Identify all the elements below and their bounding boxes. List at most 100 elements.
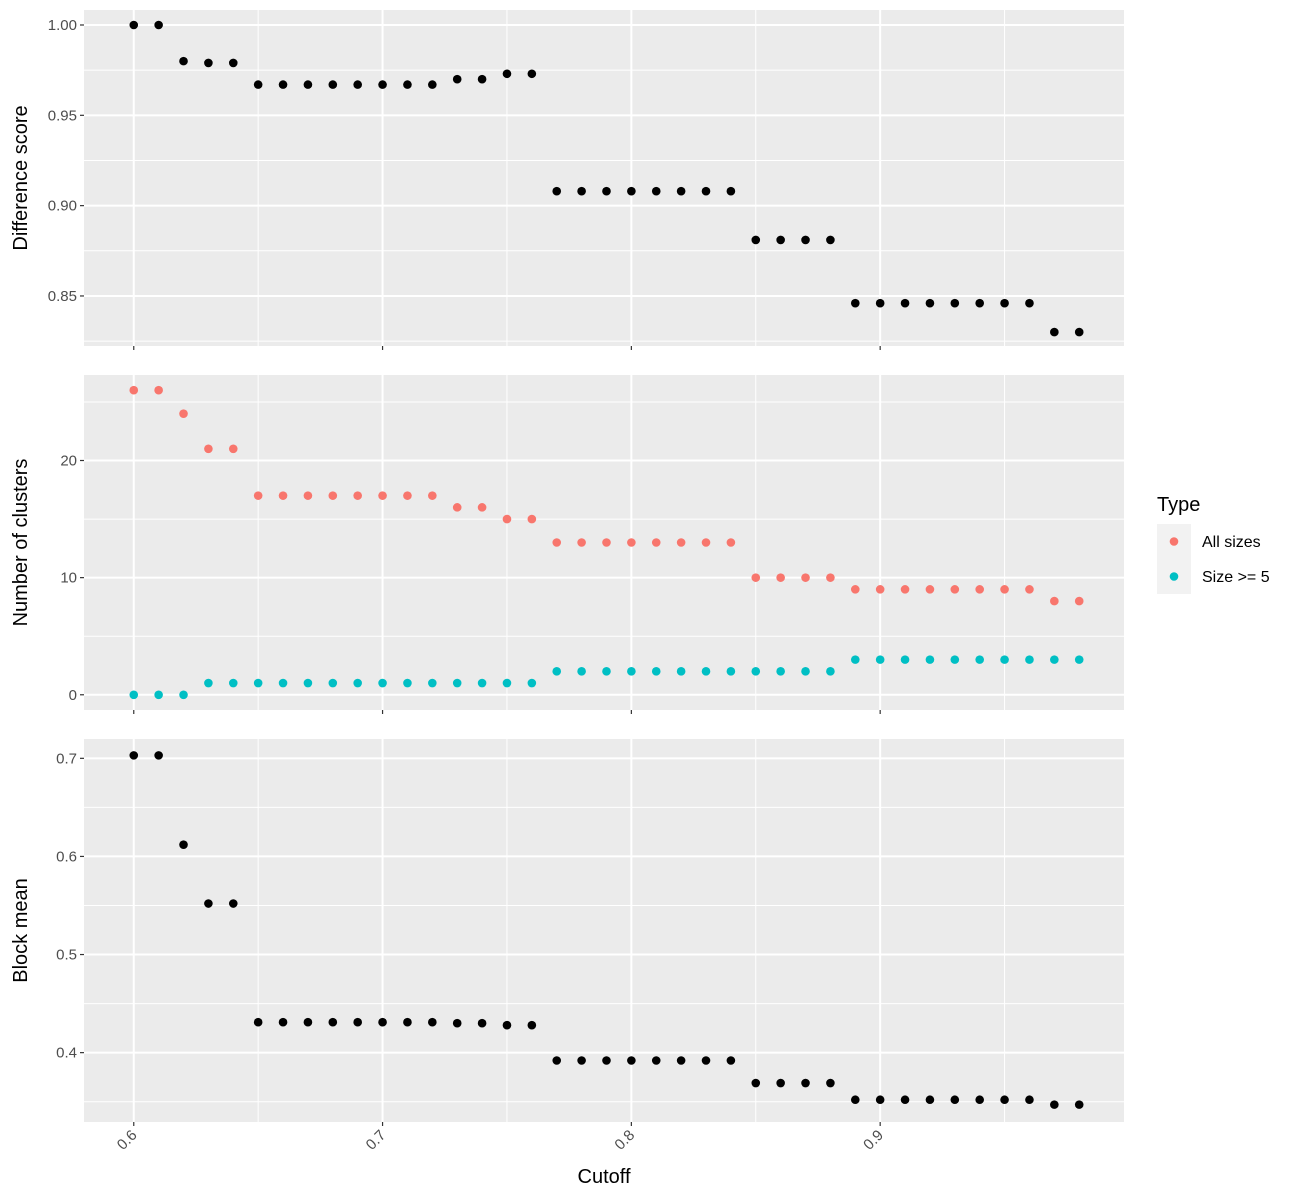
data-point bbox=[129, 690, 139, 700]
data-point bbox=[602, 186, 611, 196]
data-point bbox=[975, 585, 984, 594]
data-point bbox=[1050, 655, 1059, 664]
data-point bbox=[154, 690, 163, 700]
y-tick-label: 0.7 bbox=[56, 750, 77, 767]
data-point bbox=[676, 667, 686, 676]
data-point bbox=[303, 678, 313, 688]
data-point bbox=[179, 409, 188, 418]
data-point bbox=[1000, 655, 1009, 664]
legend-marker bbox=[1169, 572, 1179, 581]
data-point bbox=[627, 667, 636, 676]
data-point bbox=[353, 1017, 362, 1027]
data-point bbox=[801, 667, 810, 676]
data-point bbox=[701, 538, 711, 547]
data-point bbox=[676, 1056, 686, 1065]
legend-marker bbox=[1169, 537, 1179, 546]
y-tick-label: 0.90 bbox=[48, 198, 77, 215]
x-tick-label: 0.6 bbox=[114, 1127, 141, 1154]
data-point bbox=[1000, 585, 1009, 594]
data-point bbox=[726, 667, 736, 676]
data-point bbox=[850, 298, 860, 308]
data-point bbox=[378, 1017, 387, 1027]
data-point bbox=[403, 80, 412, 89]
data-point bbox=[726, 1056, 736, 1065]
data-point bbox=[1025, 298, 1034, 308]
data-point bbox=[552, 538, 562, 547]
data-point bbox=[975, 298, 984, 308]
data-point bbox=[627, 186, 636, 196]
data-point bbox=[875, 298, 885, 308]
data-point bbox=[776, 667, 785, 676]
data-point bbox=[179, 840, 188, 849]
y-axis-title: Block mean bbox=[10, 878, 32, 983]
data-point bbox=[925, 655, 935, 664]
data-point bbox=[701, 667, 711, 676]
data-point bbox=[403, 678, 412, 688]
data-point bbox=[1000, 298, 1009, 308]
y-tick-label: 0 bbox=[69, 687, 77, 704]
data-point bbox=[502, 69, 512, 79]
data-point bbox=[403, 1017, 412, 1027]
data-point bbox=[577, 186, 586, 196]
panel-1: 0.85 0.90 0.95 1.00 Difference score bbox=[10, 10, 1124, 350]
data-point bbox=[776, 235, 785, 245]
data-point bbox=[1074, 327, 1084, 337]
data-point bbox=[850, 585, 860, 594]
y-tick-label: 0.85 bbox=[48, 288, 77, 305]
data-point bbox=[577, 1056, 586, 1065]
data-point bbox=[602, 1056, 611, 1065]
data-point bbox=[676, 186, 686, 196]
data-point bbox=[776, 1078, 785, 1088]
data-point bbox=[950, 1095, 960, 1105]
data-point bbox=[801, 573, 810, 582]
data-point bbox=[477, 503, 487, 512]
legend-label: All sizes bbox=[1202, 534, 1261, 551]
data-point bbox=[1074, 596, 1084, 606]
data-point bbox=[452, 503, 462, 512]
data-point bbox=[701, 1056, 711, 1065]
data-point bbox=[228, 678, 238, 688]
legend-title: Type bbox=[1157, 494, 1200, 516]
data-point bbox=[552, 186, 562, 196]
y-tick-label: 0.6 bbox=[56, 848, 77, 865]
data-point bbox=[278, 678, 288, 688]
data-point bbox=[253, 491, 263, 500]
data-point bbox=[228, 58, 238, 68]
data-point bbox=[477, 1018, 487, 1028]
data-point bbox=[651, 538, 661, 547]
data-point bbox=[651, 186, 661, 196]
data-point bbox=[726, 538, 736, 547]
data-point bbox=[875, 1095, 885, 1105]
data-point bbox=[900, 655, 910, 664]
data-point bbox=[154, 751, 163, 760]
data-point bbox=[378, 491, 387, 500]
data-point bbox=[253, 678, 263, 688]
data-point bbox=[129, 751, 139, 760]
data-point bbox=[975, 1095, 984, 1105]
data-point bbox=[1000, 1095, 1009, 1105]
data-point bbox=[1025, 1095, 1034, 1105]
data-point bbox=[428, 491, 437, 500]
y-tick-label: 1.00 bbox=[48, 17, 77, 34]
x-tick-label: 0.9 bbox=[860, 1127, 887, 1154]
data-point bbox=[428, 1017, 437, 1027]
x-tick-label: 0.8 bbox=[611, 1127, 638, 1154]
data-point bbox=[826, 667, 835, 676]
data-point bbox=[875, 655, 885, 664]
data-point bbox=[900, 585, 910, 594]
data-point bbox=[826, 235, 835, 245]
data-point bbox=[452, 1018, 462, 1028]
data-point bbox=[328, 678, 338, 688]
data-point bbox=[801, 235, 810, 245]
data-point bbox=[751, 235, 761, 245]
data-point bbox=[676, 538, 686, 547]
data-point bbox=[552, 1056, 562, 1065]
panel-3: 0.4 0.5 0.6 0.7 Block mean bbox=[10, 739, 1124, 1126]
data-point bbox=[204, 678, 213, 688]
data-point bbox=[726, 186, 736, 196]
data-point bbox=[875, 585, 885, 594]
y-tick-label: 20 bbox=[60, 453, 77, 470]
data-point bbox=[328, 1017, 338, 1027]
data-point bbox=[1050, 327, 1059, 337]
data-point bbox=[527, 1020, 537, 1030]
